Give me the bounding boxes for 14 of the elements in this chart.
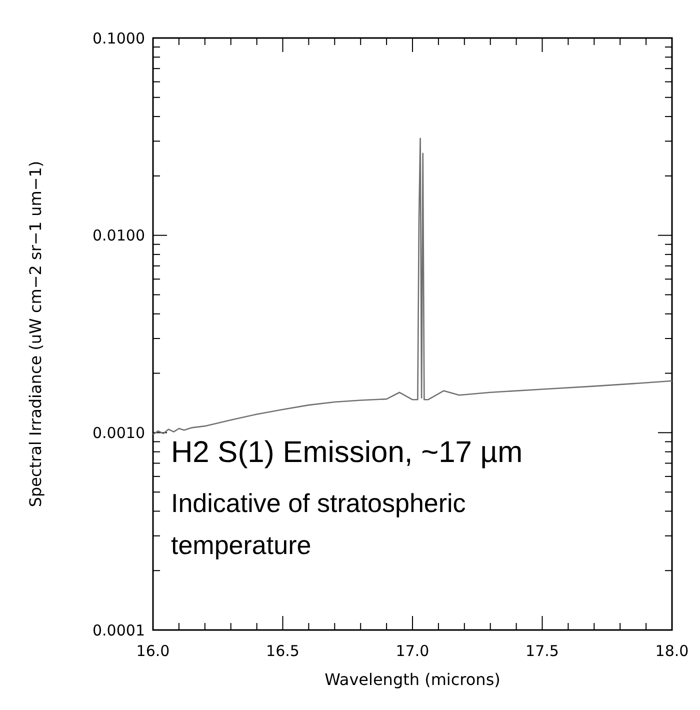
annotation: H2 S(1) Emission, ~17 µm	[171, 436, 523, 469]
x-tick-label: 17.0	[396, 642, 430, 660]
x-tick-label: 16.5	[266, 642, 300, 660]
y-tick-label: 0.0001	[92, 621, 145, 640]
y-axis-title: Spectral Irradiance (uW cm−2 sr−1 um−1)	[26, 160, 45, 508]
y-tick-label: 0.0100	[92, 226, 145, 245]
annotation: Indicative of stratospheric temperature	[171, 488, 466, 560]
x-axis-title: Wavelength (microns)	[324, 670, 500, 689]
y-tick-label: 0.1000	[92, 29, 145, 48]
x-tick-label: 17.5	[526, 642, 559, 660]
line-series	[152, 138, 673, 436]
x-tick-label: 16.0	[136, 642, 170, 660]
y-tick-label: 0.0010	[92, 424, 145, 442]
x-tick-label: 18.0	[655, 642, 689, 660]
